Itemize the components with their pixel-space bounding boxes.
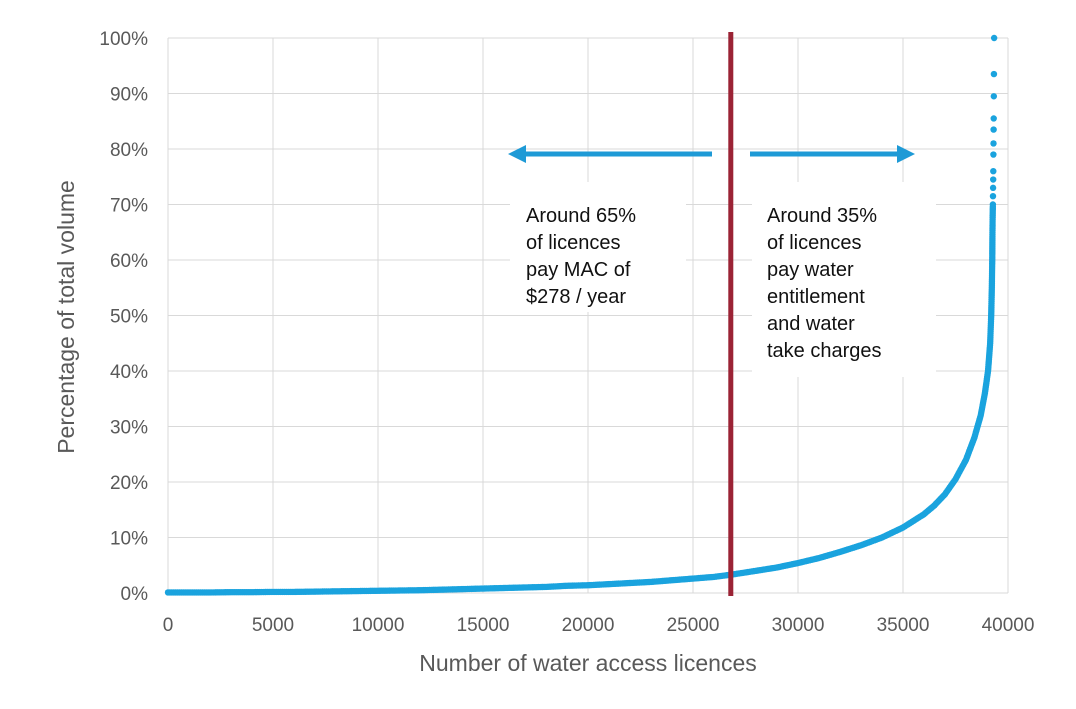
data-point — [990, 34, 998, 42]
arrow-right-head — [897, 145, 915, 163]
x-tick-label: 30000 — [772, 615, 825, 636]
data-point — [990, 70, 998, 78]
data-point — [989, 192, 997, 200]
y-tick-label: 40% — [110, 362, 148, 383]
annotation-right-line: Around 35% — [767, 205, 877, 227]
data-point — [990, 126, 997, 133]
x-tick-label: 40000 — [982, 615, 1035, 636]
x-tick-label: 35000 — [877, 615, 930, 636]
data-layer — [164, 34, 998, 596]
y-tick-label: 80% — [110, 140, 148, 161]
y-tick-label: 10% — [110, 529, 148, 550]
x-tick-label: 25000 — [667, 615, 720, 636]
y-tick-label: 20% — [110, 473, 148, 494]
annotation-right-line: of licences — [767, 232, 862, 254]
y-axis-title: Percentage of total volume — [53, 180, 79, 454]
annotation-right-line: pay water — [767, 259, 854, 281]
x-tick-label: 5000 — [252, 615, 294, 636]
annotation-right-line: take charges — [767, 340, 882, 362]
tick-layer: 0% 10% 20% 30% 40% 50% 60% 70% 80% 90% 100% 0 5000 10… — [99, 29, 1034, 636]
annotation-box-left — [510, 182, 686, 312]
overlay-layer: Around 65% of licences pay MAC of $278 / ye… — [508, 32, 936, 596]
arrow-left-head — [508, 145, 526, 163]
x-tick-label: 10000 — [352, 615, 405, 636]
x-tick-label: 20000 — [562, 615, 615, 636]
data-point — [989, 201, 997, 208]
x-tick-label: 15000 — [457, 615, 510, 636]
data-point — [990, 115, 997, 122]
y-tick-label: 70% — [110, 196, 148, 217]
data-point — [990, 140, 997, 147]
annotation-right-line: and water — [767, 313, 855, 335]
annotation-right-line: entitlement — [767, 286, 865, 308]
y-tick-label: 30% — [110, 418, 148, 439]
data-point — [989, 176, 997, 183]
y-tick-label: 100% — [99, 29, 148, 50]
y-tick-label: 60% — [110, 251, 148, 272]
annotation-left-line: Around 65% — [526, 205, 636, 227]
data-point — [990, 168, 997, 175]
x-tick-label: 0 — [163, 615, 174, 636]
data-point — [989, 184, 997, 192]
y-tick-label: 90% — [110, 85, 148, 106]
y-tick-label: 50% — [110, 307, 148, 328]
y-tick-label: 0% — [121, 584, 149, 605]
annotation-box-right — [752, 182, 936, 377]
annotation-left-line: of licences — [526, 232, 621, 254]
data-point — [990, 151, 997, 158]
annotation-left-line: $278 / year — [526, 286, 626, 308]
annotation-left-line: pay MAC of — [526, 259, 631, 281]
x-axis-title: Number of water access licences — [419, 650, 756, 676]
data-point — [990, 93, 998, 100]
